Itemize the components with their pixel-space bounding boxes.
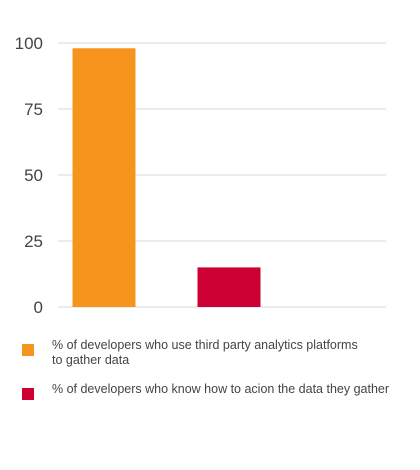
bar-series-2 (197, 267, 261, 307)
y-tick-label: 25 (24, 232, 43, 251)
bar-series-1 (72, 48, 136, 307)
legend-swatch-series-2 (22, 388, 34, 400)
legend-label: % of developers who know how to acion th… (52, 382, 390, 396)
y-tick-label: 0 (34, 298, 43, 317)
legend-swatch-series-1 (22, 344, 34, 356)
legend: % of developers who use third party anal… (22, 338, 402, 414)
legend-item: % of developers who use third party anal… (22, 338, 402, 368)
y-tick-label: 75 (24, 100, 43, 119)
y-tick-label: 100 (15, 34, 43, 53)
legend-item: % of developers who know how to acion th… (22, 382, 402, 400)
y-tick-label: 50 (24, 166, 43, 185)
bar-chart-plot: 0 25 50 75 100 (15, 34, 386, 317)
legend-label: % of developers who use third party anal… (52, 338, 358, 367)
